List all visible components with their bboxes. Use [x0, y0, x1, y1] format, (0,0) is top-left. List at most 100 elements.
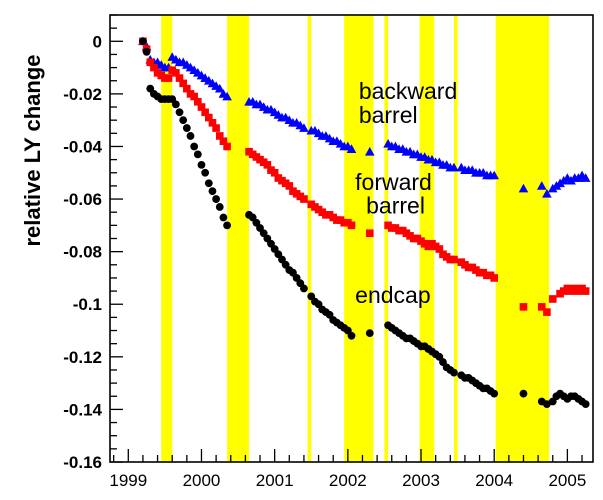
x-tick-label: 2000: [183, 471, 221, 490]
annotation-forward: forward: [355, 169, 432, 195]
data-point-forward-barrel-19: [208, 119, 217, 127]
data-point-forward-barrel-20: [212, 124, 220, 132]
data-point-endcap-9: [171, 100, 180, 109]
highlight-band-6: [453, 15, 458, 462]
data-point-backward-barrel-39: [299, 123, 309, 132]
data-point-endcap-21: [215, 203, 224, 211]
data-point-forward-barrel-67: [435, 245, 444, 253]
data-point-forward-barrel-93: [581, 287, 590, 295]
data-point-forward-barrel-18: [204, 113, 213, 122]
data-point-backward-barrel-94: [580, 173, 591, 182]
series-endcap: [139, 37, 590, 409]
highlight-band-3: [344, 15, 374, 462]
y-axis-title: relative LY change: [20, 55, 45, 247]
y-tick-label: -0.1: [73, 295, 102, 314]
data-point-forward-barrel-7: [164, 74, 173, 82]
data-point-forward-barrel-81: [490, 274, 499, 282]
data-point-backward-barrel-23: [222, 91, 232, 101]
axes: 0 -0.02 -0.04 -0.06 -0.08 -0.1 -0.12 -0.14 -0.16…: [63, 14, 594, 490]
data-point-forward-barrel-15: [194, 97, 202, 106]
data-point-forward-barrel-35: [285, 182, 294, 190]
data-point-forward-barrel-21: [215, 132, 224, 140]
data-point-forward-barrel-31: [270, 168, 279, 177]
data-point-endcap-0: [139, 37, 147, 46]
data-point-forward-barrel-16: [197, 103, 206, 111]
data-point-endcap-12: [182, 124, 191, 132]
annotation-backward-barrel: barrel: [359, 102, 418, 128]
data-point-forward-barrel-39: [300, 195, 308, 203]
data-point-forward-barrel-52: [365, 229, 374, 238]
data-point-backward-barrel-82: [518, 183, 529, 193]
y-tick-label: -0.04: [63, 137, 102, 156]
data-point-endcap-13: [186, 132, 195, 140]
data-point-endcap-39: [300, 284, 308, 293]
data-point-forward-barrel-83: [537, 303, 546, 311]
y-tick-label: -0.12: [63, 348, 102, 367]
data-point-forward-barrel-82: [519, 303, 528, 311]
y-tick-label: -0.08: [63, 243, 102, 262]
highlight-band-2: [307, 15, 312, 462]
y-tick-label: -0.14: [63, 400, 102, 419]
x-tick-label: 2003: [402, 471, 440, 490]
data-point-backward-barrel-81: [489, 170, 500, 180]
data-point-endcap-1: [142, 47, 151, 56]
data-point-endcap-16: [197, 160, 206, 169]
data-point-forward-barrel-12: [183, 84, 191, 93]
data-point-endcap-15: [193, 150, 202, 159]
data-point-endcap-52: [365, 329, 374, 338]
data-point-endcap-23: [223, 221, 231, 230]
data-point-forward-barrel-2: [146, 58, 155, 67]
data-point-forward-barrel-14: [190, 92, 198, 101]
data-point-backward-barrel-83: [536, 181, 547, 190]
data-point-backward-barrel-84: [542, 189, 552, 198]
x-tick-label: 1999: [109, 471, 147, 490]
y-tick-label: -0.16: [63, 453, 102, 472]
y-tick-label: -0.06: [63, 190, 102, 209]
annotation-forward-barrel: barrel: [366, 193, 425, 219]
data-point-endcap-71: [450, 368, 458, 377]
data-point-endcap-17: [201, 168, 210, 177]
data-point-forward-barrel-22: [219, 137, 228, 146]
x-tick-label: 2001: [256, 471, 294, 490]
data-point-forward-barrel-17: [201, 108, 209, 117]
data-point-endcap-19: [208, 187, 217, 196]
data-point-backward-barrel-71: [449, 162, 459, 172]
data-point-endcap-51: [347, 331, 356, 340]
data-point-endcap-82: [519, 389, 528, 398]
data-point-forward-barrel-23: [223, 142, 231, 151]
data-point-backward-barrel-52: [364, 146, 375, 156]
x-tick-label: 2005: [548, 471, 586, 490]
data-point-forward-barrel-84: [543, 308, 551, 316]
series-forward-barrel: [139, 37, 590, 316]
data-point-forward-barrel-3: [150, 63, 158, 72]
data-point-endcap-84: [542, 400, 551, 409]
y-tick-label: -0.02: [63, 85, 102, 104]
data-point-endcap-11: [179, 116, 188, 125]
series-labels: backward barrel forward barrel endcap: [355, 78, 457, 308]
highlight-band-4: [384, 15, 389, 462]
highlight-band-0: [161, 15, 173, 462]
data-point-forward-barrel-51: [347, 221, 356, 230]
data-point-backward-barrel-51: [346, 144, 357, 153]
x-tick-label: 2004: [475, 471, 513, 490]
data-point-endcap-10: [175, 108, 184, 117]
data-points: [138, 36, 591, 409]
data-point-forward-barrel-10: [175, 74, 184, 82]
data-point-forward-barrel-11: [179, 79, 187, 88]
highlight-bands: [161, 15, 550, 462]
highlight-band-1: [227, 15, 250, 462]
data-point-endcap-20: [212, 195, 221, 203]
data-point-forward-barrel-85: [548, 295, 557, 303]
annotation-backward: backward: [359, 78, 457, 104]
highlight-band-7: [495, 15, 550, 462]
data-point-forward-barrel-29: [263, 161, 272, 169]
data-point-endcap-14: [190, 142, 199, 151]
data-point-forward-barrel-71: [450, 255, 458, 264]
data-point-backward-barrel-21: [214, 83, 225, 93]
data-point-endcap-18: [204, 179, 213, 188]
x-tick-label: 2002: [329, 471, 367, 490]
data-point-endcap-94: [581, 400, 590, 409]
annotation-endcap: endcap: [355, 282, 430, 308]
